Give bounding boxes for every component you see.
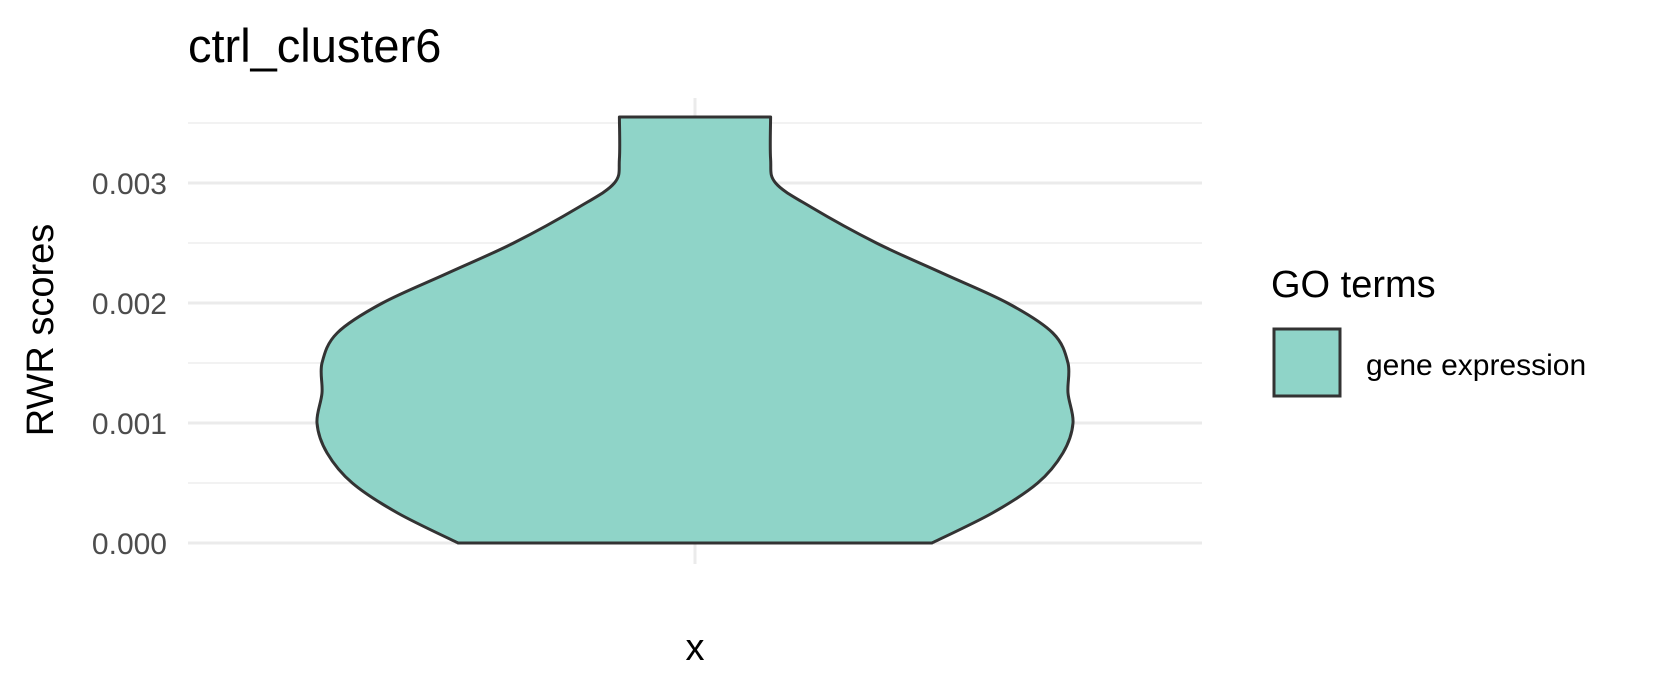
violin-gene-expression: [315, 115, 1075, 545]
chart-title: ctrl_cluster6: [188, 19, 441, 72]
legend-label-gene-expression: gene expression: [1366, 349, 1586, 382]
legend: GO terms gene expression: [1271, 264, 1586, 398]
violin-layer: [315, 115, 1075, 545]
x-axis-label: x: [686, 627, 705, 669]
y-tick-label: 0.003: [92, 168, 167, 201]
y-tick-label: 0.001: [92, 408, 167, 441]
y-tick-label: 0.000: [92, 528, 167, 561]
y-axis-label: RWR scores: [20, 224, 62, 437]
legend-title: GO terms: [1271, 264, 1436, 306]
y-tick-label: 0.002: [92, 288, 167, 321]
y-axis-ticks: 0.000 0.001 0.002 0.003: [92, 168, 167, 561]
legend-key-gene-expression: [1272, 327, 1342, 398]
